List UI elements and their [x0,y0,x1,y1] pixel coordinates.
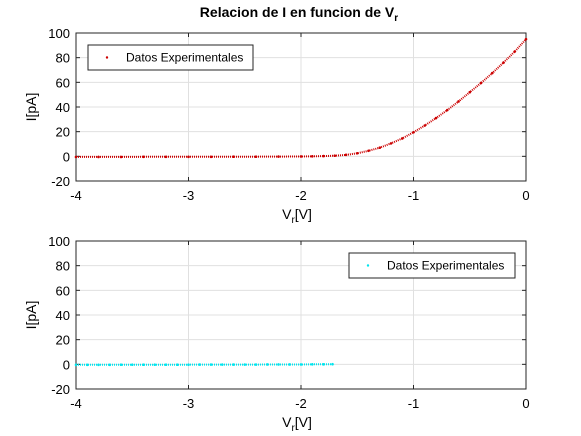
x-axis-label-unit: [V] [295,206,312,222]
data-point [524,37,528,41]
y-tick-label: 0 [63,357,70,372]
x-tick-label: -1 [408,188,420,203]
figure-title-sub: r [394,13,398,24]
figure-title-main: Relacion de I en funcion de V [200,4,395,20]
x-tick-label: -2 [295,396,307,411]
x-axis-label-sub: r [291,423,295,434]
legend-box [348,252,516,279]
y-tick-label: 80 [56,51,70,66]
series-1 [74,362,334,367]
figure-title: Relacion de I en funcion de Vr [200,4,398,24]
legend-box [87,44,254,71]
legend: Datos Experimentales [87,44,254,71]
y-tick-label: 60 [56,283,70,298]
series-1 [74,37,528,159]
x-tick-label: -3 [183,396,195,411]
x-tick-label: -2 [295,188,307,203]
bottom-plot: -4 -3 -2 -1 0 -20 0 20 40 60 80 100 Vr[V] I[pA] Datos … [23,234,530,434]
x-axis-label-sub: r [291,215,295,226]
x-axis-label-main: V [282,414,292,430]
x-axis-label: Vr[V] [282,414,312,434]
y-axis-label: I[pA] [23,301,39,330]
x-axis-label-main: V [282,206,292,222]
y-tick-label: -20 [51,174,70,189]
top-plot: -4 -3 -2 -1 0 -20 0 20 40 60 80 100 Vr[V] I[pA] Datos … [23,26,530,226]
x-tick-label: -4 [70,188,82,203]
x-axis-label-unit: [V] [295,414,312,430]
x-tick-label: -1 [408,396,420,411]
y-tick-label: -20 [51,382,70,397]
x-tick-label: -4 [70,396,82,411]
y-axis-label: I[pA] [23,93,39,122]
y-tick-label: 40 [56,100,70,115]
data-trace [76,363,333,366]
y-tick-label: 60 [56,75,70,90]
legend-label: Datos Experimentales [387,259,504,273]
legend: Datos Experimentales [348,252,516,279]
x-tick-label: -3 [183,188,195,203]
y-tick-label: 0 [63,149,70,164]
y-tick-label: 20 [56,125,70,140]
data-trace [76,38,527,158]
y-tick-label: 80 [56,259,70,274]
legend-marker [105,56,109,59]
y-tick-label: 40 [56,308,70,323]
x-tick-label: 0 [522,188,529,203]
legend-label: Datos Experimentales [126,51,243,65]
y-tick-label: 100 [48,26,70,41]
y-tick-label: 100 [48,234,70,249]
legend-marker [366,264,370,267]
y-tick-label: 20 [56,333,70,348]
x-axis-label: Vr[V] [282,206,312,226]
x-tick-label: 0 [522,396,529,411]
